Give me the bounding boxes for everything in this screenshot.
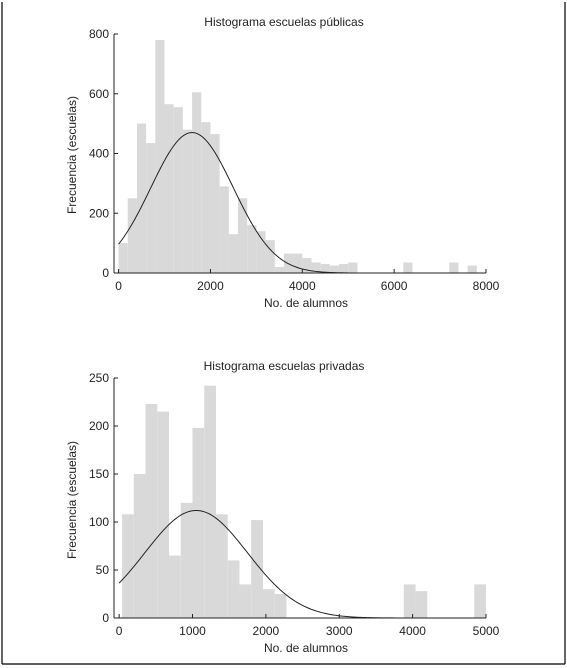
bar-bin-0 <box>122 514 134 618</box>
bar-bin-2 <box>145 403 158 618</box>
normal-fit-curve <box>118 132 349 274</box>
bar-bin-13 <box>238 198 248 273</box>
bar-bin-8 <box>215 514 228 618</box>
bar-bin-24 <box>339 264 349 273</box>
bar-bin-12 <box>228 234 238 273</box>
bar-bin-7 <box>182 129 193 273</box>
y-tick-label: 150 <box>89 467 109 481</box>
bar-bin-14 <box>403 584 416 618</box>
x-axis-label: No. de alumnos <box>264 641 348 655</box>
x-tick-label: 0 <box>115 279 122 293</box>
bar-bin-28 <box>467 265 477 273</box>
bar-bin-10 <box>210 134 220 273</box>
bar-bin-21 <box>311 262 321 273</box>
bar-bin-4 <box>169 555 181 618</box>
bar-bin-19 <box>293 253 303 273</box>
x-tick-label: 6000 <box>381 279 408 293</box>
y-tick-label: 200 <box>89 206 109 220</box>
x-tick-label: 3000 <box>326 624 353 638</box>
x-axis-label: No. de alumnos <box>264 296 348 310</box>
bar-bin-23 <box>329 265 340 273</box>
bar-bin-5 <box>164 104 174 274</box>
bar-bin-1 <box>133 474 146 618</box>
y-axis-label: Frecuencia (escuelas) <box>65 441 79 559</box>
x-tick-label: 4000 <box>289 279 316 293</box>
bar-bin-6 <box>192 427 205 618</box>
bar-bin-25 <box>348 262 358 273</box>
x-tick-label: 8000 <box>473 279 500 293</box>
y-tick-label: 0 <box>102 266 109 280</box>
bar-bin-11 <box>219 186 229 273</box>
histogram-bars <box>118 39 477 274</box>
y-tick-label: 50 <box>96 563 110 577</box>
bar-bin-15 <box>415 591 428 618</box>
bar-bin-4 <box>155 39 165 273</box>
chart-title: Histograma escuelas públicas <box>204 15 363 29</box>
bar-bin-15 <box>256 231 266 273</box>
bar-bin-1 <box>127 198 137 273</box>
bar-bin-0 <box>118 243 128 274</box>
histogram-private-schools: Histograma escuelas privadas 0 50 100 150 20… <box>65 359 500 655</box>
x-tick-label: 1000 <box>179 624 206 638</box>
bar-bin-12 <box>262 589 275 618</box>
bar-bin-13 <box>274 594 287 618</box>
bar-bin-26 <box>403 262 413 273</box>
bar-bin-9 <box>201 122 211 273</box>
bar-bin-27 <box>449 262 459 273</box>
bar-bin-6 <box>173 107 183 273</box>
y-tick-label: 250 <box>89 371 109 385</box>
y-tick-label: 800 <box>89 27 109 41</box>
y-tick-label: 600 <box>89 87 109 101</box>
x-tick-label: 5000 <box>473 624 500 638</box>
bar-bin-14 <box>247 225 257 273</box>
x-tick-label: 2000 <box>253 624 280 638</box>
bar-bin-3 <box>146 143 156 273</box>
bar-bin-7 <box>204 385 216 618</box>
histogram-public-schools: Histograma escuelas públicas 0 200 400 600 8… <box>65 15 500 310</box>
x-tick-label: 4000 <box>399 624 426 638</box>
bar-bin-2 <box>136 123 147 274</box>
chart-title: Histograma escuelas privadas <box>204 359 365 373</box>
bar-bin-16 <box>265 240 275 273</box>
normal-fit-curve <box>118 509 413 619</box>
y-tick-label: 100 <box>89 515 109 529</box>
y-axis-label: Frecuencia (escuelas) <box>65 96 79 214</box>
x-tick-label: 0 <box>116 624 123 638</box>
bar-bin-20 <box>302 258 312 273</box>
bar-bin-5 <box>180 502 193 618</box>
bar-bin-17 <box>274 267 284 273</box>
bar-bin-8 <box>192 92 202 273</box>
bar-bin-10 <box>239 584 252 618</box>
y-tick-label: 200 <box>89 419 109 433</box>
y-tick-label: 0 <box>102 611 109 625</box>
bar-bin-22 <box>320 264 330 273</box>
histogram-bars <box>122 385 486 618</box>
bar-bin-16 <box>474 584 486 618</box>
x-tick-label: 2000 <box>197 279 224 293</box>
axes: 0 50 100 150 200 250 0 1000 2000 3000 4000 5000 <box>89 371 500 638</box>
y-tick-label: 400 <box>89 147 109 161</box>
bar-bin-9 <box>227 560 240 618</box>
bar-bin-3 <box>157 411 170 618</box>
bar-bin-11 <box>251 520 263 618</box>
